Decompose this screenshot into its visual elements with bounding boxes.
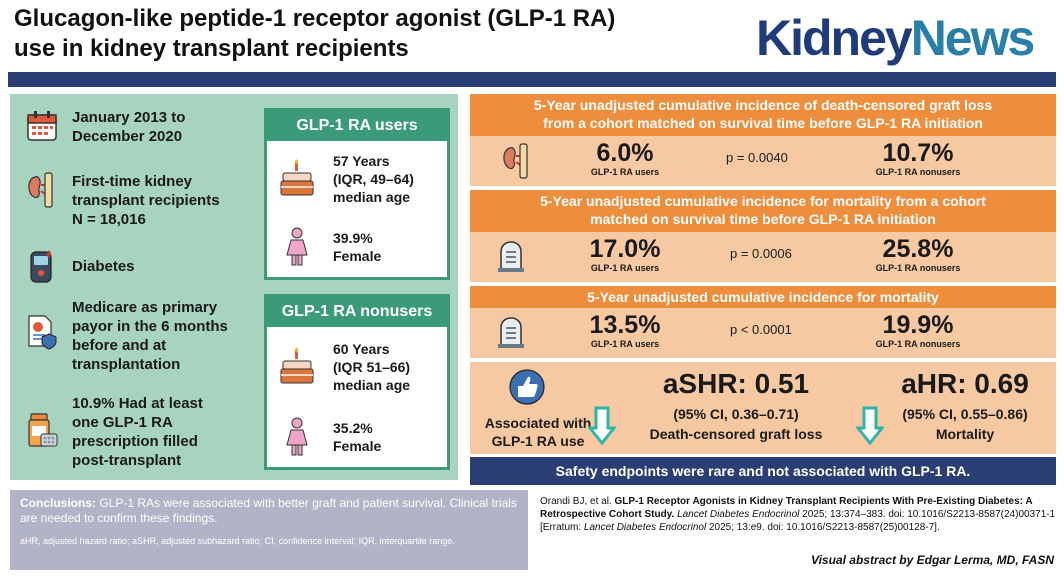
calendar-icon xyxy=(24,108,60,144)
cohort-item-prescription: 10.9% Had at least one GLP-1 RA prescrip… xyxy=(24,394,203,470)
mortality-matched-nonusers-label: GLP-1 RA nonusers xyxy=(875,263,961,273)
ashr-ci: (95% CI, 0.36–0.71) xyxy=(673,406,799,422)
mortality-users-value: 13.5% xyxy=(589,311,661,339)
users-female-text: 39.9% Female xyxy=(333,230,382,264)
pill-bottle-icon xyxy=(24,412,60,448)
association-label: Associated with GLP-1 RA use xyxy=(484,415,592,449)
cohort-item-diabetes: Diabetes xyxy=(24,248,135,284)
cohort-item-period: January 2013 to December 2020 xyxy=(24,108,185,146)
graft-loss-nonusers-stat: 10.7% GLP-1 RA nonusers xyxy=(858,140,978,178)
ahr-outcome: Mortality xyxy=(935,426,995,442)
nonusers-female-text: 35.2% Female xyxy=(333,420,382,454)
mortality-nonusers-stat: 19.9% GLP-1 RA nonusers xyxy=(858,312,978,350)
conclusions-label: Conclusions: xyxy=(20,496,97,510)
mortality-nonusers-value: 19.9% xyxy=(882,311,954,339)
mortality-matched-nonusers-stat: 25.8% GLP-1 RA nonusers xyxy=(858,236,978,274)
mortality-users-stat: 13.5% GLP-1 RA users xyxy=(570,312,680,350)
tombstone-icon xyxy=(498,240,524,277)
graft-loss-header: 5-Year unadjusted cumulative incidence o… xyxy=(470,94,1056,136)
nonusers-age-text: 60 Years (IQR 51–66) median age xyxy=(333,341,411,393)
mortality-panel: 5-Year unadjusted cumulative incidence f… xyxy=(470,286,1056,358)
period-text: January 2013 to December 2020 xyxy=(72,109,186,145)
mortality-matched-nonusers-value: 25.8% xyxy=(882,235,954,263)
mortality-header: 5-Year unadjusted cumulative incidence f… xyxy=(470,286,1056,308)
mortality-matched-users-label: GLP-1 RA users xyxy=(590,263,660,273)
association-panel: Associated with GLP-1 RA use aSHR: 0.51 … xyxy=(470,362,1056,454)
mortality-matched-p-value: p = 0.0006 xyxy=(730,246,792,261)
citation: Orandi BJ, et al. GLP-1 Receptor Agonist… xyxy=(540,496,1056,533)
mortality-matched-users-stat: 17.0% GLP-1 RA users xyxy=(570,236,680,274)
users-female-row: 39.9% Female xyxy=(267,217,447,277)
title-line-2: use in kidney transplant recipients xyxy=(14,35,409,62)
abbreviations-text: aHR, adjusted hazard ratio; aSHR, adjust… xyxy=(20,536,455,546)
graft-loss-nonusers-value: 10.7% xyxy=(882,139,954,167)
tombstone-icon xyxy=(498,316,524,353)
ashr-title: aSHR: 0.51 xyxy=(662,368,810,399)
nonusers-female-row: 35.2% Female xyxy=(267,407,447,467)
nonusers-box: GLP-1 RA nonusers 60 Years (IQR 51–66) m… xyxy=(264,294,450,470)
graft-loss-users-stat: 6.0% GLP-1 RA users xyxy=(570,140,680,178)
kidneynews-logo: KidneyNews xyxy=(756,10,1035,66)
cohort-item-medicare: Medicare as primary payor in the 6 month… xyxy=(24,298,228,374)
mortality-users-label: GLP-1 RA users xyxy=(590,339,660,349)
graft-loss-panel: 5-Year unadjusted cumulative incidence o… xyxy=(470,94,1056,186)
female-icon xyxy=(275,225,319,269)
credit-line: Visual abstract by Edgar Lerma, MD, FASN xyxy=(811,553,1054,567)
cohort-item-recipients: First-time kidney transplant recipients … xyxy=(24,172,220,229)
graft-loss-users-value: 6.0% xyxy=(596,139,654,167)
conclusions-text: GLP-1 RAs were associated with better gr… xyxy=(20,496,517,525)
nonusers-age-row: 60 Years (IQR 51–66) median age xyxy=(267,327,447,407)
birthday-cake-icon xyxy=(275,157,319,201)
ahr-block: aHR: 0.69 (95% CI, 0.55–0.86) Mortality xyxy=(880,368,1050,444)
ashr-block: aSHR: 0.51 (95% CI, 0.36–0.71) Death-cen… xyxy=(620,368,852,444)
mortality-nonusers-label: GLP-1 RA nonusers xyxy=(875,339,961,349)
mortality-matched-users-value: 17.0% xyxy=(589,235,661,263)
safety-banner: Safety endpoints were rare and not assoc… xyxy=(470,457,1056,485)
header-divider xyxy=(8,72,1056,87)
birthday-cake-icon xyxy=(275,345,319,389)
kidney-icon xyxy=(500,142,534,185)
cohort-panel: January 2013 to December 2020 First-time… xyxy=(10,94,458,480)
thumbs-up-icon xyxy=(508,368,546,411)
users-age-row: 57 Years (IQR, 49–64) median age xyxy=(267,141,447,217)
users-header: GLP-1 RA users xyxy=(267,111,447,141)
kidney-icon xyxy=(24,172,60,208)
recipients-text: First-time kidney transplant recipients … xyxy=(72,173,220,228)
conclusions-box: Conclusions: GLP-1 RAs were associated w… xyxy=(10,490,528,570)
ashr-outcome: Death-censored graft loss xyxy=(649,426,823,442)
ahr-ci: (95% CI, 0.55–0.86) xyxy=(902,406,1028,422)
users-box: GLP-1 RA users 57 Years (IQR, 49–64) med… xyxy=(264,108,450,280)
prescription-text: 10.9% Had at least one GLP-1 RA prescrip… xyxy=(72,395,203,469)
medicare-text: Medicare as primary payor in the 6 month… xyxy=(72,299,228,373)
nonusers-header: GLP-1 RA nonusers xyxy=(267,297,447,327)
glucose-meter-icon xyxy=(24,248,60,284)
ahr-title: aHR: 0.69 xyxy=(901,368,1029,399)
diabetes-text: Diabetes xyxy=(72,258,135,275)
down-arrow-icon xyxy=(854,406,886,451)
graft-loss-nonusers-label: GLP-1 RA nonusers xyxy=(875,167,961,177)
mortality-matched-header: 5-Year unadjusted cumulative incidence f… xyxy=(470,190,1056,232)
graft-loss-p-value: p = 0.0040 xyxy=(726,150,788,165)
users-age-text: 57 Years (IQR, 49–64) median age xyxy=(333,153,414,205)
page-title: Glucagon-like peptide-1 receptor agonist… xyxy=(14,4,754,64)
mortality-matched-panel: 5-Year unadjusted cumulative incidence f… xyxy=(470,190,1056,282)
mortality-p-value: p < 0.0001 xyxy=(730,322,792,337)
graft-loss-users-label: GLP-1 RA users xyxy=(590,167,660,177)
female-icon xyxy=(275,415,319,459)
insurance-document-icon xyxy=(24,314,60,350)
down-arrow-icon xyxy=(586,406,618,451)
title-line-1: Glucagon-like peptide-1 receptor agonist… xyxy=(14,5,616,32)
